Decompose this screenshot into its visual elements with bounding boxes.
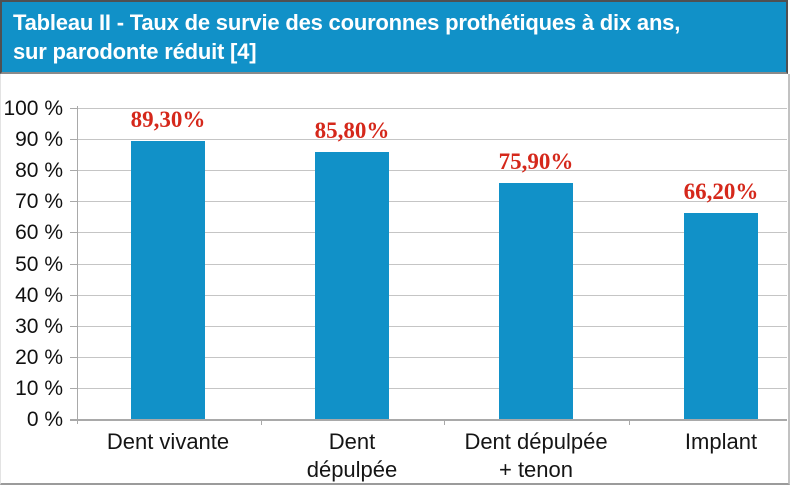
y-axis-tick-label: 0 % (26, 408, 63, 431)
x-category-label: Dent dépulpée + tenon (464, 428, 607, 484)
figure-title-bar: Tableau II - Taux de survie des couronne… (0, 0, 788, 74)
y-axis-tick (70, 201, 77, 203)
y-axis-tick-label: 40 % (15, 283, 63, 307)
figure-title-line-1: Tableau II - Taux de survie des couronne… (13, 10, 681, 35)
y-axis-tick (70, 170, 77, 172)
x-axis-tick (444, 419, 445, 425)
chart-frame: 0 % 10 % 20 % 30 % 40 % 50 % 60 % 70 % 80 % 90 % 1… (0, 74, 790, 485)
y-axis-tick-label: 90 % (15, 128, 63, 152)
x-category-label: Implant (685, 428, 757, 456)
gridline (77, 294, 787, 296)
y-axis-tick (70, 325, 77, 327)
y-axis-tick-label: 10 % (15, 376, 63, 400)
gridline (77, 139, 787, 141)
figure-title-line-2: sur parodonte réduit [4] (13, 39, 257, 64)
x-category-label: Dent dépulpée (307, 428, 398, 484)
y-axis-tick-label: 100 % (3, 97, 63, 120)
x-category-label-line: Dent dépulpée (464, 429, 608, 454)
y-axis-line (77, 106, 78, 424)
y-axis-tick (70, 294, 77, 296)
bar-value-label: 85,80% (314, 118, 390, 144)
x-axis-tick (629, 419, 630, 425)
gridline (77, 356, 787, 358)
y-axis-tick (70, 356, 77, 358)
y-axis-tick-label: 20 % (15, 345, 63, 369)
bar (315, 152, 389, 419)
y-axis-tick (70, 232, 77, 234)
y-axis-tick (70, 139, 77, 141)
x-category-label: Dent vivante (107, 428, 229, 456)
x-axis-line (70, 419, 787, 421)
y-axis-tick (70, 387, 77, 389)
gridline (77, 325, 787, 327)
gridline (77, 387, 787, 389)
y-axis-tick-label: 70 % (15, 190, 63, 214)
bar (131, 141, 205, 419)
x-category-label-line: Dent vivante (106, 429, 230, 454)
x-category-label-line: Implant (684, 429, 758, 454)
x-category-label-line: dépulpée (306, 457, 398, 482)
gridline (77, 108, 787, 109)
gridline (77, 232, 787, 234)
bar-chart-plot-area: 0 % 10 % 20 % 30 % 40 % 50 % 60 % 70 % 80 % 90 % 1… (1, 74, 800, 498)
y-axis-tick-label: 50 % (15, 252, 63, 276)
y-axis-tick-label: 60 % (15, 221, 63, 245)
bar (684, 213, 758, 419)
y-axis-tick-label: 80 % (15, 159, 63, 183)
y-axis-tick (70, 263, 77, 265)
gridline (77, 263, 787, 265)
y-axis-tick (70, 108, 77, 109)
gridline (77, 201, 787, 203)
x-category-label-line: Dent (328, 429, 376, 454)
bar-value-label: 89,30% (130, 107, 206, 133)
x-axis-tick (261, 419, 262, 425)
gridline (77, 170, 787, 172)
x-category-label-line: + tenon (498, 457, 573, 482)
bar-value-label: 66,20% (683, 179, 759, 205)
bar (499, 182, 573, 419)
y-axis-tick-label: 30 % (15, 314, 63, 338)
bar-value-label: 75,90% (498, 148, 574, 174)
